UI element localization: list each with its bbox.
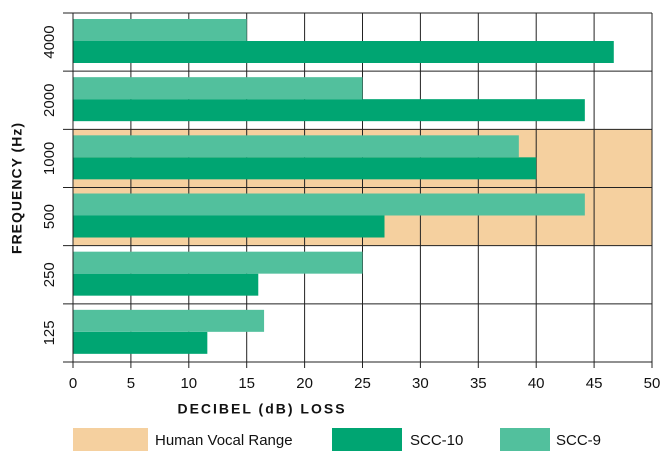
x-tick-label: 30 [412, 375, 429, 392]
y-tick-label: 4000 [41, 25, 58, 58]
bar [73, 157, 537, 180]
x-tick-label: 20 [296, 375, 313, 392]
bar [73, 19, 247, 41]
x-tick-label: 35 [470, 375, 487, 392]
x-axis-title: DECIBEL (dB) LOSS [177, 401, 346, 417]
bar [73, 331, 208, 354]
x-tick-label: 0 [69, 375, 77, 392]
y-tick-label: 250 [41, 262, 58, 287]
x-tick-label: 5 [127, 375, 135, 392]
bar [73, 273, 259, 296]
bar [73, 135, 519, 158]
legend-label: SCC-10 [410, 432, 463, 449]
x-tick-label: 15 [238, 375, 255, 392]
x-tick-label: 50 [644, 375, 661, 392]
bar [73, 193, 585, 216]
x-tick-label: 40 [528, 375, 545, 392]
y-axis-title: FREQUENCY (Hz) [9, 122, 25, 254]
bar [73, 41, 614, 63]
y-tick-label: 2000 [41, 84, 58, 117]
bar [73, 77, 363, 100]
bar [73, 251, 363, 274]
bar [73, 309, 265, 332]
x-tick-label: 10 [180, 375, 197, 392]
x-tick-label: 45 [586, 375, 603, 392]
y-tick-label: 1000 [41, 142, 58, 175]
legend-swatch [73, 428, 148, 451]
legend-label: Human Vocal Range [155, 432, 293, 449]
bar [73, 99, 585, 122]
y-tick-label: 500 [41, 204, 58, 229]
y-tick-label: 125 [41, 320, 58, 345]
x-tick-label: 25 [354, 375, 371, 392]
legend-swatch [332, 428, 402, 451]
legend-label: SCC-9 [556, 432, 601, 449]
bar [73, 215, 385, 238]
legend-swatch [500, 428, 550, 451]
